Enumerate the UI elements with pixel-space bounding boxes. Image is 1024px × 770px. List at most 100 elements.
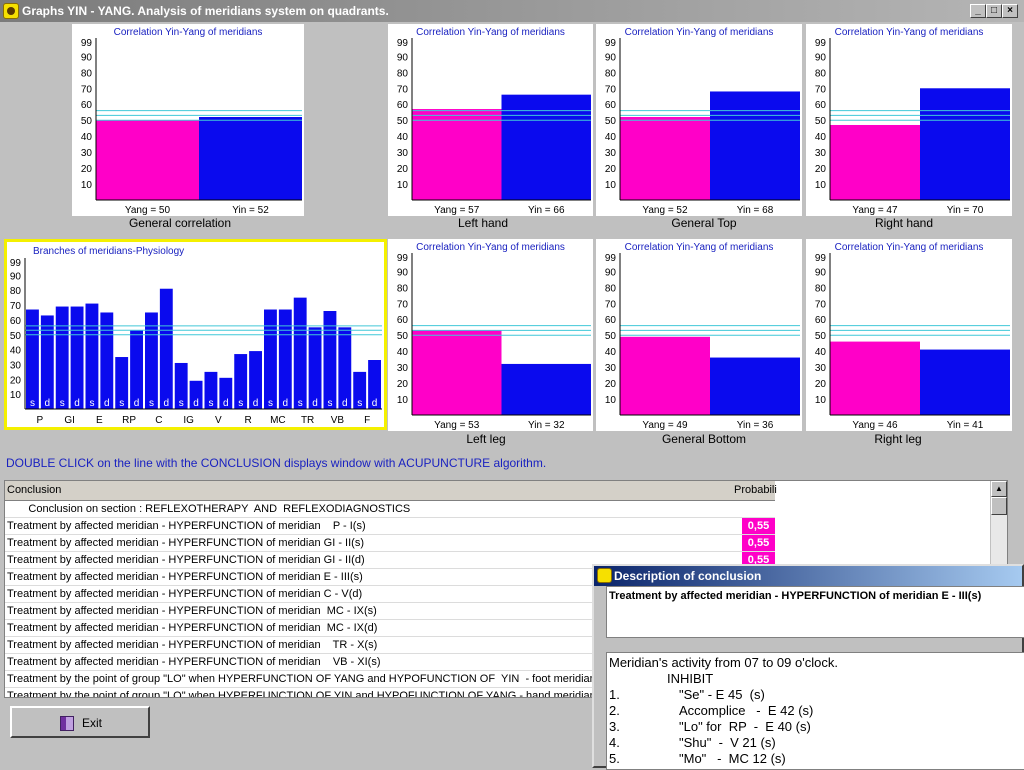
branch-bar xyxy=(338,327,352,409)
branch-bar xyxy=(353,371,367,409)
y-tick-label: 50 xyxy=(815,116,827,127)
chart-general-bottom[interactable]: Correlation Yin-Yang of meridians 10 20 30 4… xyxy=(596,239,802,431)
table-row[interactable]: Treatment by affected meridian - HYPERFU… xyxy=(5,518,775,535)
y-tick-label: 90 xyxy=(605,267,617,278)
item-text: "Shu" - V 21 (s) xyxy=(679,735,776,750)
y-tick-label: 30 xyxy=(605,148,617,159)
y-tick-label: 20 xyxy=(10,375,22,386)
branches-svg: Branches of meridians-Physiology 10 20 30 40… xyxy=(10,246,382,426)
branch-bar xyxy=(368,360,381,409)
y-tick-label: 80 xyxy=(605,68,617,79)
branch-bar xyxy=(249,351,262,409)
branches-chart-frame[interactable]: Branches of meridians-Physiology 10 20 30 40… xyxy=(4,239,387,430)
y-tick-label: 90 xyxy=(10,271,22,282)
table-row[interactable]: Conclusion on section : REFLEXOTHERAPY A… xyxy=(5,501,775,518)
yang-bar xyxy=(620,117,710,200)
table-row[interactable]: Treatment by affected meridian - HYPERFU… xyxy=(5,620,775,637)
group-label: R xyxy=(245,415,252,426)
item-text: Accomplice - E 42 (s) xyxy=(679,703,814,718)
y-tick-label: 90 xyxy=(815,267,827,278)
minimize-button[interactable]: _ xyxy=(970,4,986,18)
exit-button[interactable]: Exit xyxy=(10,706,150,738)
table-header: Conclusion Probabili xyxy=(5,481,777,501)
item-number: 2. xyxy=(609,703,620,718)
yin-bar xyxy=(199,117,302,200)
maximize-button[interactable]: □ xyxy=(986,4,1002,18)
table-row[interactable]: Treatment by affected meridian - HYPERFU… xyxy=(5,654,775,671)
header-conclusion[interactable]: Conclusion xyxy=(7,484,62,496)
y-tick-label: 70 xyxy=(10,301,22,312)
y-tick-label: 10 xyxy=(815,180,827,191)
group-label: IG xyxy=(183,415,194,426)
branch-bar-tag: d xyxy=(45,398,51,409)
table-row[interactable]: Treatment by affected meridian - HYPERFU… xyxy=(5,637,775,654)
table-row[interactable]: Treatment by affected meridian - HYPERFU… xyxy=(5,535,775,552)
branch-bar-tag: s xyxy=(119,398,124,409)
y-tick-label: 80 xyxy=(815,68,827,79)
branch-bar-tag: d xyxy=(342,398,348,409)
branch-bar-tag: s xyxy=(298,398,303,409)
conclusion-text: Treatment by the point of group "LO" whe… xyxy=(7,673,605,685)
item-number: 4. xyxy=(609,735,620,750)
probability-value: 0,55 xyxy=(742,535,775,551)
chart-right-leg[interactable]: Correlation Yin-Yang of meridians 10 20 30 4… xyxy=(806,239,1012,431)
chart-left-hand[interactable]: Correlation Yin-Yang of meridians 10 20 30 4… xyxy=(388,24,593,216)
branch-bar-tag: s xyxy=(30,398,35,409)
branch-bar-tag: s xyxy=(179,398,184,409)
y-tick-label: 70 xyxy=(397,299,409,310)
branch-bar-tag: d xyxy=(312,398,318,409)
y-tick-label: 10 xyxy=(10,390,22,401)
yin-value-label: Yin = 66 xyxy=(528,205,565,216)
y-tick-label: 60 xyxy=(605,315,617,326)
branch-bar xyxy=(234,354,248,409)
table-row[interactable]: Treatment by affected meridian - HYPERFU… xyxy=(5,586,775,603)
chart-title: Correlation Yin-Yang of meridians xyxy=(416,27,565,38)
y-tick-label: 90 xyxy=(397,267,409,278)
caption-right-hand: Right hand xyxy=(874,216,934,230)
y-tick-label: 99 xyxy=(81,38,93,49)
door-exit-icon xyxy=(60,716,74,731)
chart-right-hand[interactable]: Correlation Yin-Yang of meridians 10 20 30 4… xyxy=(806,24,1012,216)
chart-general-top[interactable]: Correlation Yin-Yang of meridians 10 20 30 4… xyxy=(596,24,802,216)
branch-bar-tag: s xyxy=(208,398,213,409)
y-tick-label: 30 xyxy=(605,363,617,374)
y-tick-label: 60 xyxy=(10,316,22,327)
scroll-up-button[interactable]: ▲ xyxy=(991,481,1007,497)
y-tick-label: 60 xyxy=(397,315,409,326)
chart-general-correlation[interactable]: Correlation Yin-Yang of meridians 10 20 30 4… xyxy=(72,24,304,216)
chart-svg: Correlation Yin-Yang of meridians 10 20 30 4… xyxy=(815,242,1010,431)
y-tick-label: 90 xyxy=(815,52,827,63)
chart-left-leg[interactable]: Correlation Yin-Yang of meridians 10 20 30 4… xyxy=(388,239,593,431)
algorithm-item: 3. "Lo" for RP - E 40 (s) xyxy=(609,719,1023,735)
table-row[interactable]: Treatment by affected meridian - HYPERFU… xyxy=(5,569,775,586)
yang-value-label: Yang = 57 xyxy=(434,205,480,216)
yin-bar xyxy=(920,88,1010,200)
yin-bar xyxy=(710,91,800,200)
table-row[interactable]: Treatment by the point of group "LO" whe… xyxy=(5,671,775,688)
branch-bar xyxy=(174,362,188,409)
y-tick-label: 80 xyxy=(81,68,93,79)
y-tick-label: 50 xyxy=(397,116,409,127)
y-tick-label: 20 xyxy=(815,379,827,390)
table-row[interactable]: Treatment by affected meridian - HYPERFU… xyxy=(5,552,775,569)
yang-bar xyxy=(620,336,710,415)
branch-bar-tag: s xyxy=(268,398,273,409)
y-tick-label: 90 xyxy=(605,52,617,63)
table-row[interactable]: Treatment by the point of group "LO" whe… xyxy=(5,688,775,697)
dialog-title: Description of conclusion xyxy=(614,569,762,583)
description-dialog[interactable]: Description of conclusion Treatment by a… xyxy=(592,564,1024,770)
scroll-thumb[interactable] xyxy=(991,497,1007,515)
item-number: 5. xyxy=(609,751,620,766)
conclusion-text: Treatment by affected meridian - HYPERFU… xyxy=(7,656,381,668)
close-button[interactable]: × xyxy=(1002,4,1018,18)
conclusion-text: Treatment by affected meridian - HYPERFU… xyxy=(7,520,366,532)
conclusion-text: Treatment by affected meridian - HYPERFU… xyxy=(7,605,377,617)
branch-bar-tag: d xyxy=(223,398,229,409)
header-probability[interactable]: Probabili xyxy=(734,484,777,496)
y-tick-label: 60 xyxy=(605,100,617,111)
table-row[interactable]: Treatment by affected meridian - HYPERFU… xyxy=(5,603,775,620)
window-titlebar: Graphs YIN - YANG. Analysis of meridians… xyxy=(0,0,1024,22)
y-tick-label: 10 xyxy=(397,180,409,191)
y-tick-label: 30 xyxy=(397,363,409,374)
algorithm-item: 5. "Mo" - MC 12 (s) xyxy=(609,751,1023,767)
